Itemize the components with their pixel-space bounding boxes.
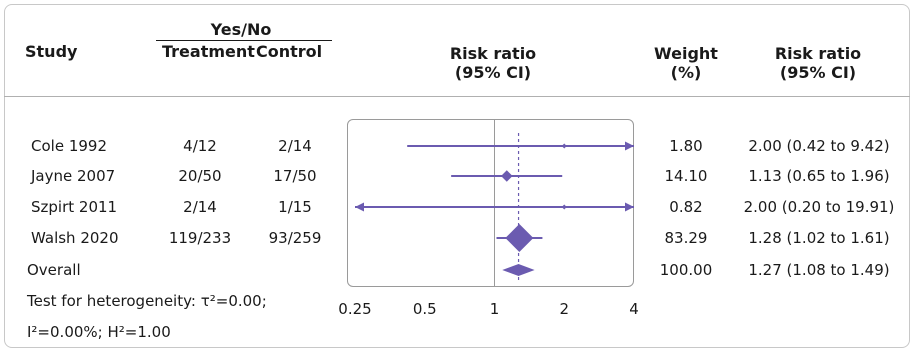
study-name: Szpirt 2011 [31,198,118,216]
treatment-value: 119/233 [168,229,232,247]
overall-risk-ratio-text: 1.27 (1.08 to 1.49) [748,261,890,279]
point-estimate-marker [561,143,567,149]
risk-ratio-text: 1.28 (1.02 to 1.61) [748,229,890,247]
risk-ratio-text: 2.00 (0.20 to 19.91) [743,198,895,216]
point-estimate-marker [505,224,534,252]
heterogeneity-line-2: I²=0.00%; H²=1.00 [27,323,171,341]
risk-ratio-text-header: Risk ratio [774,44,862,63]
weight-value: 0.82 [669,198,703,216]
study-name: Cole 1992 [31,137,107,155]
x-tick-label: 1 [490,300,500,318]
treatment-value: 2/14 [183,198,217,216]
x-tick-label: 0.5 [413,300,437,318]
weight-value: 1.80 [669,137,703,155]
study-name: Jayne 2007 [31,167,116,185]
risk-ratio-plot-header: Risk ratio [449,44,537,63]
risk-ratio-text-ci-header: (95% CI) [779,63,857,82]
group-header-rule [156,40,332,41]
treatment-value: 20/50 [178,167,222,185]
weight-unit-header: (%) [670,63,702,82]
ci-arrow-right [625,202,634,212]
ci-arrow-right [625,141,634,151]
risk-ratio-text: 1.13 (0.65 to 1.96) [748,167,890,185]
risk-ratio-plot-ci-header: (95% CI) [454,63,532,82]
control-value: 17/50 [273,167,317,185]
x-tick-label: 2 [559,300,569,318]
treatment-column-header: Treatment [162,42,255,61]
weight-value: 83.29 [664,229,708,247]
control-value: 1/15 [278,198,312,216]
risk-ratio-text: 2.00 (0.42 to 9.42) [748,137,890,155]
control-value: 93/259 [268,229,322,247]
weight-column-header: Weight [654,44,718,63]
ci-arrow-left [355,202,364,212]
overall-weight: 100.00 [659,261,713,279]
study-column-header: Study [25,42,78,61]
control-value: 2/14 [278,137,312,155]
overall-label: Overall [27,261,81,279]
plot-area-border [347,119,634,287]
overall-diamond [502,264,535,276]
yes-no-group-header: Yes/No [210,20,272,39]
study-name: Walsh 2020 [31,229,119,247]
x-tick-label: 4 [629,300,639,318]
x-tick-label: 0.25 [338,300,371,318]
heterogeneity-line-1: Test for heterogeneity: τ²=0.00; [27,292,267,310]
treatment-value: 4/12 [183,137,217,155]
control-column-header: Control [256,42,323,61]
point-estimate-marker [501,170,513,182]
weight-value: 14.10 [664,167,708,185]
point-estimate-marker [561,204,567,210]
header-divider [4,96,910,97]
